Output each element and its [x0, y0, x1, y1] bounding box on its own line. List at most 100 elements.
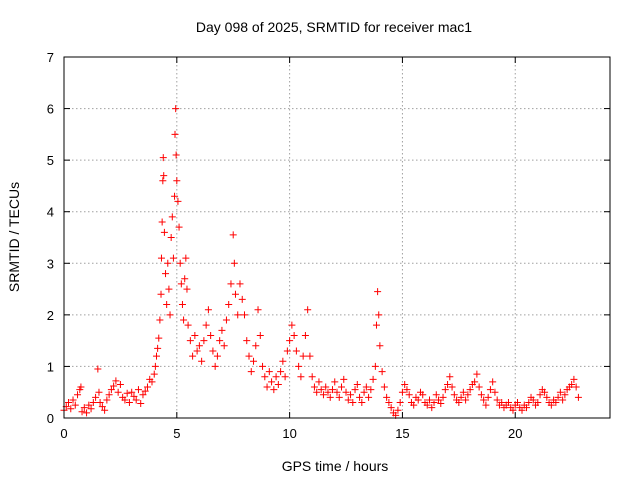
data-point: [204, 306, 212, 314]
data-point: [159, 177, 167, 185]
data-point: [464, 391, 472, 399]
data-point: [279, 357, 287, 365]
data-point: [423, 401, 431, 409]
data-point: [172, 105, 180, 113]
data-point: [324, 388, 332, 396]
data-point: [313, 388, 321, 396]
data-point: [225, 301, 233, 309]
data-point: [151, 362, 159, 370]
data-point: [98, 403, 106, 411]
data-point: [272, 373, 280, 381]
data-point: [134, 386, 142, 394]
data-point: [207, 331, 215, 339]
data-point: [184, 321, 192, 329]
data-point: [328, 386, 336, 394]
data-point: [143, 383, 151, 391]
data-point: [198, 357, 206, 365]
x-tick-label: 0: [60, 426, 67, 441]
data-point: [245, 352, 253, 360]
data-point: [216, 337, 224, 345]
data-point: [163, 301, 171, 309]
data-point: [441, 386, 449, 394]
y-tick-label: 4: [47, 205, 54, 220]
data-point: [360, 388, 368, 396]
data-point: [310, 383, 318, 391]
data-point: [347, 391, 355, 399]
data-point: [333, 388, 341, 396]
data-point: [568, 380, 576, 388]
data-point: [234, 311, 242, 319]
data-point: [410, 401, 418, 409]
data-point: [365, 393, 373, 401]
data-point: [168, 213, 176, 221]
data-point: [374, 288, 382, 296]
data-point: [340, 375, 348, 383]
data-point: [231, 290, 239, 298]
data-point: [394, 406, 402, 414]
data-point: [376, 342, 384, 350]
data-point: [229, 231, 237, 239]
data-point: [176, 259, 184, 267]
data-point: [398, 388, 406, 396]
data-point: [283, 347, 291, 355]
data-point: [419, 391, 427, 399]
data-point: [222, 316, 230, 324]
y-tick-label: 6: [47, 102, 54, 117]
data-point: [351, 386, 359, 394]
data-point: [561, 391, 569, 399]
data-point: [220, 342, 228, 350]
data-point: [202, 321, 210, 329]
data-point: [428, 404, 436, 412]
data-point: [356, 393, 364, 401]
data-point: [252, 342, 260, 350]
data-point: [160, 172, 168, 180]
data-point: [369, 375, 377, 383]
data-point: [123, 389, 131, 397]
data-point: [308, 373, 316, 381]
data-point: [396, 399, 404, 407]
y-tick-label: 2: [47, 308, 54, 323]
data-point: [335, 393, 343, 401]
data-point: [195, 342, 203, 350]
data-point: [227, 280, 235, 288]
data-point: [432, 391, 440, 399]
y-tick-label: 7: [47, 50, 54, 65]
data-point: [74, 391, 82, 399]
data-point: [178, 301, 186, 309]
data-point: [268, 378, 276, 386]
x-axis-label: GPS time / hours: [282, 458, 389, 474]
data-point: [462, 396, 470, 404]
x-tick-label: 5: [173, 426, 180, 441]
data-point: [153, 352, 161, 360]
data-point: [315, 378, 323, 386]
data-point: [171, 130, 179, 138]
data-point: [559, 396, 567, 404]
data-point: [362, 383, 370, 391]
data-point: [353, 380, 361, 388]
data-point: [484, 393, 492, 401]
data-point: [130, 392, 138, 400]
data-point: [380, 383, 388, 391]
data-point: [375, 311, 383, 319]
data-point: [87, 405, 95, 413]
data-point: [155, 334, 163, 342]
data-point: [150, 370, 158, 378]
data-point: [401, 380, 409, 388]
data-point: [491, 388, 499, 396]
data-point: [322, 383, 330, 391]
data-point: [165, 285, 173, 293]
data-point: [534, 399, 542, 407]
x-tick-label: 20: [508, 426, 522, 441]
y-tick-label: 1: [47, 359, 54, 374]
data-point: [160, 228, 168, 236]
data-points: [60, 105, 582, 419]
data-point: [574, 393, 582, 401]
data-point: [85, 401, 93, 409]
data-point: [254, 306, 262, 314]
data-point: [164, 259, 172, 267]
data-point: [277, 368, 285, 376]
data-point: [437, 400, 445, 408]
data-point: [116, 380, 124, 388]
